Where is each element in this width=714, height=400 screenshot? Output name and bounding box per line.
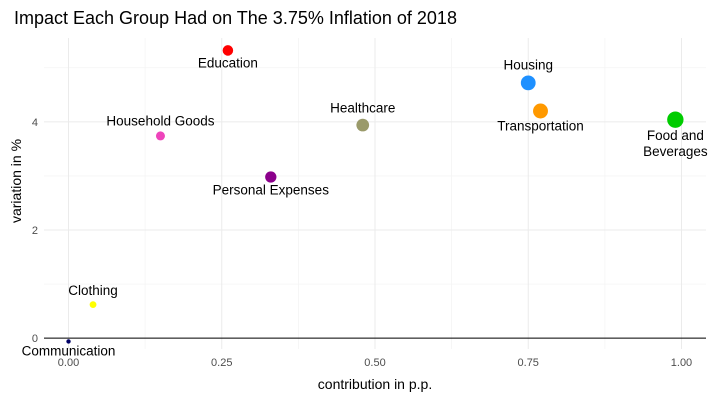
axis-ticks: 0.00 0.25 0.50 0.75 1.00 0 2 4	[32, 117, 692, 369]
y-tick-label: 4	[32, 117, 38, 129]
data-point	[667, 111, 684, 128]
x-tick-label: 0.00	[58, 357, 79, 369]
data-point	[533, 103, 548, 119]
x-tick-label: 1.00	[671, 357, 692, 369]
point-label: Education	[198, 56, 258, 71]
x-tick-label: 0.75	[518, 357, 539, 369]
y-tick-label: 2	[32, 225, 38, 237]
point-label: Transportation	[497, 118, 584, 133]
chart-title: Impact Each Group Had on The 3.75% Infla…	[14, 8, 457, 28]
data-points	[66, 45, 684, 344]
x-tick-label: 0.50	[364, 357, 385, 369]
x-tick-label: 0.25	[211, 357, 232, 369]
point-label: Healthcare	[330, 101, 395, 116]
point-label: Household Goods	[106, 113, 214, 128]
x-axis-title: contribution in p.p.	[318, 376, 432, 392]
data-point	[66, 339, 71, 344]
y-tick-label: 0	[32, 333, 38, 345]
data-point	[222, 45, 234, 56]
data-point	[155, 131, 165, 141]
point-label: Personal Expenses	[213, 183, 330, 198]
point-label: Housing	[503, 57, 553, 72]
point-label: Communication	[22, 344, 116, 359]
data-point	[356, 118, 370, 132]
point-labels: Education Household Goods Healthcare Person…	[22, 56, 708, 359]
point-label: Clothing	[68, 283, 118, 298]
point-label: Food and Beverages	[643, 128, 708, 159]
grid	[44, 38, 706, 349]
data-point	[520, 75, 536, 91]
data-point	[89, 301, 97, 309]
y-axis-title: variation in %	[8, 139, 24, 223]
data-point	[265, 171, 277, 183]
